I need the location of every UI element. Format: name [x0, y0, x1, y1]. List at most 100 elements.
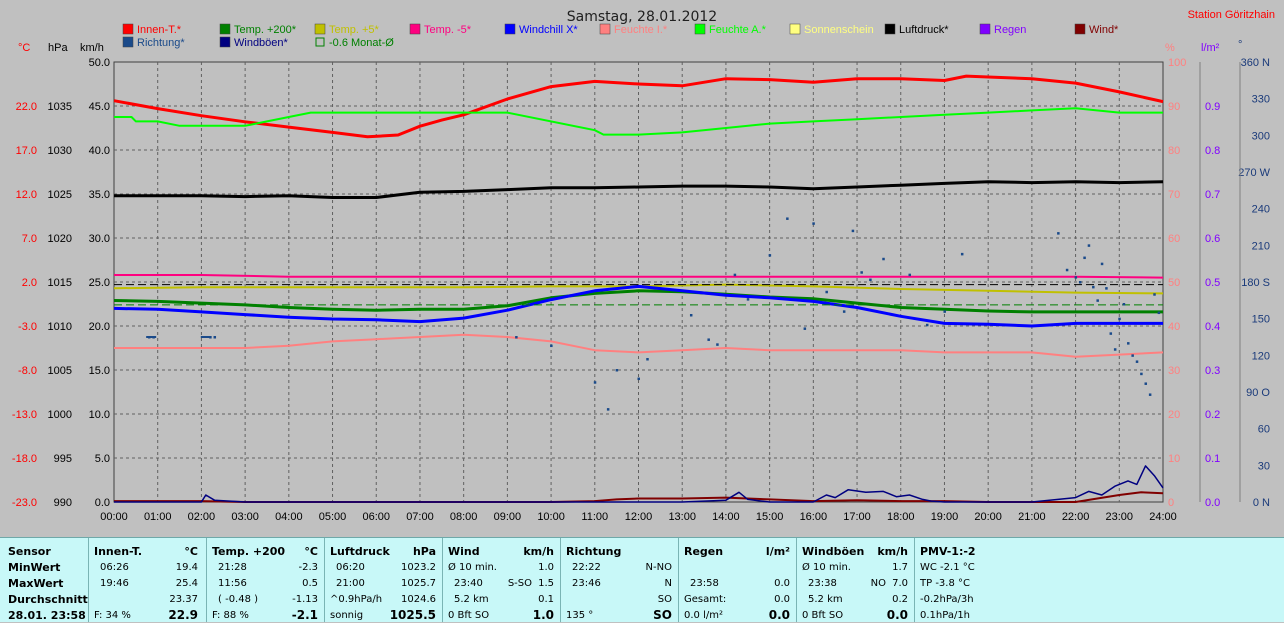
- temp-tick-label: 2.0: [22, 277, 37, 289]
- wind-tick-label: 50.0: [89, 57, 110, 69]
- legend-swatch: [315, 37, 325, 47]
- direction-point: [1065, 268, 1069, 272]
- richtung-r2-dir: N: [664, 578, 672, 589]
- pmv-r1: WC -2.1 °C: [920, 562, 975, 573]
- regen-r3-val: 0.0: [774, 594, 790, 605]
- wind-tick-label: 10.0: [89, 409, 110, 421]
- temp200-header: Temp. +200: [212, 545, 286, 558]
- direction-point: [812, 222, 815, 225]
- pressure-axis-unit: hPa: [48, 42, 68, 54]
- rain-tick-label: 0.7: [1205, 189, 1220, 201]
- pmv-header: PMV-1:-2: [920, 545, 976, 558]
- x-tick-label: 05:00: [319, 511, 347, 523]
- direction-point: [1157, 311, 1161, 315]
- stats-col-wind: Wind km/h Ø 10 min. 1.0 23:40 S-SO 1.5 5.2 k…: [442, 538, 561, 622]
- temp-tick-label: -13.0: [12, 409, 37, 421]
- windboeen-r2-dir: NO: [870, 578, 886, 589]
- luftdruck-max: 1025.7: [401, 578, 436, 589]
- humidity-tick-label: 50: [1168, 277, 1180, 289]
- series-lines: [113, 74, 1164, 503]
- direction-point: [1083, 256, 1086, 260]
- direction-point: [851, 229, 855, 233]
- direction-point: [1131, 354, 1134, 357]
- richtung-header: Richtung: [566, 545, 622, 558]
- direction-point: [1144, 382, 1148, 385]
- regen-header: Regen: [684, 545, 724, 558]
- direction-point: [707, 338, 710, 341]
- direction-point: [1074, 276, 1078, 279]
- direction-point: [1096, 299, 1099, 302]
- series-windboeen: [114, 465, 1164, 503]
- wind-tick-label: 45.0: [89, 101, 110, 113]
- wind-tick-label: 30.0: [89, 233, 110, 245]
- direction-point: [786, 217, 789, 220]
- legend-swatch: [599, 23, 611, 35]
- rain-tick-label: 0.3: [1205, 365, 1220, 377]
- pressure-tick-label: 995: [54, 453, 72, 465]
- legend-item: Luftdruck*: [884, 23, 949, 36]
- temp-tick-label: -18.0: [12, 453, 37, 465]
- rain-tick-label: 0.4: [1205, 321, 1220, 333]
- legend-label: Sonnenschein: [804, 24, 874, 36]
- temp200-avg: -1.13: [292, 594, 318, 605]
- direction-point: [1092, 285, 1095, 289]
- stats-col-regen: Regen l/m² 23:58 0.0 Gesamt: 0.0 0.0 l/m² 0.…: [678, 538, 797, 622]
- direction-point: [733, 273, 737, 277]
- windboeen-r1-label: Ø 10 min.: [802, 562, 851, 573]
- legend-label: Luftdruck*: [899, 24, 949, 36]
- windboeen-r3-val: 0.2: [892, 594, 908, 605]
- x-tick-label: 24:00: [1149, 511, 1177, 523]
- legend-label: Temp. +200*: [234, 24, 297, 36]
- wind-r3-label: 5.2 km: [454, 594, 489, 605]
- direction-point: [1127, 342, 1130, 345]
- luftdruck-max-time: 21:00: [336, 578, 365, 589]
- direction-tick-label: 0 N: [1253, 497, 1270, 509]
- legend-swatch: [219, 36, 231, 48]
- windboeen-r2-val: 7.0: [892, 578, 908, 589]
- luftdruck-trend: ^0.9hPa/h: [330, 594, 383, 605]
- direction-point: [825, 290, 828, 294]
- regen-r4-val: 0.0: [768, 608, 790, 622]
- wind-r1-label: Ø 10 min.: [448, 562, 497, 573]
- humidity-tick-label: 90: [1168, 101, 1180, 113]
- direction-point: [925, 323, 929, 327]
- legend-swatch: [504, 23, 516, 35]
- humidity-tick-label: 60: [1168, 233, 1180, 245]
- x-tick-label: 01:00: [144, 511, 172, 523]
- series-feuchte-i: [114, 333, 1164, 358]
- direction-tick-label: 90 O: [1246, 387, 1270, 399]
- direction-axis-unit: °: [1238, 39, 1242, 51]
- row-label-avg: Durchschnitt: [8, 593, 88, 606]
- wind-tick-label: 25.0: [89, 277, 110, 289]
- pressure-tick-label: 1005: [48, 365, 72, 377]
- direction-point: [803, 327, 807, 330]
- pressure-tick-label: 990: [54, 497, 72, 509]
- direction-point: [1105, 287, 1108, 290]
- regen-r3-label: Gesamt:: [684, 594, 727, 605]
- legend-swatch: [789, 23, 801, 35]
- regen-r2-val: 0.0: [774, 578, 790, 589]
- innen-max-time: 19:46: [100, 578, 129, 589]
- stats-col-innen: Innen-T. °C 06:26 19.4 19:46 25.4 23.37 F: …: [88, 538, 207, 622]
- innen-min-time: 06:26: [100, 562, 129, 573]
- row-label-max: MaxWert: [8, 577, 64, 590]
- humidity-tick-label: 30: [1168, 365, 1180, 377]
- legend-item: Temp. +200*: [219, 23, 297, 36]
- richtung-r2-time: 23:46: [572, 578, 601, 589]
- pressure-tick-label: 1020: [48, 233, 72, 245]
- legend-label: Innen-T.*: [137, 24, 182, 36]
- humidity-tick-label: 100: [1168, 57, 1186, 69]
- direction-point: [746, 298, 750, 301]
- x-tick-label: 14:00: [712, 511, 740, 523]
- x-tick-label: 15:00: [756, 511, 784, 523]
- temp-tick-label: 12.0: [16, 189, 37, 201]
- x-tick-label: 11:00: [581, 511, 608, 523]
- series-temp-m5: [114, 274, 1164, 279]
- legend-swatch: [314, 23, 326, 35]
- direction-point: [1113, 348, 1117, 351]
- direction-point: [1078, 281, 1082, 284]
- regen-unit: l/m²: [765, 545, 790, 558]
- pressure-tick-label: 1015: [48, 277, 72, 289]
- x-tick-label: 10:00: [537, 511, 565, 523]
- series-windchill: [113, 284, 1163, 328]
